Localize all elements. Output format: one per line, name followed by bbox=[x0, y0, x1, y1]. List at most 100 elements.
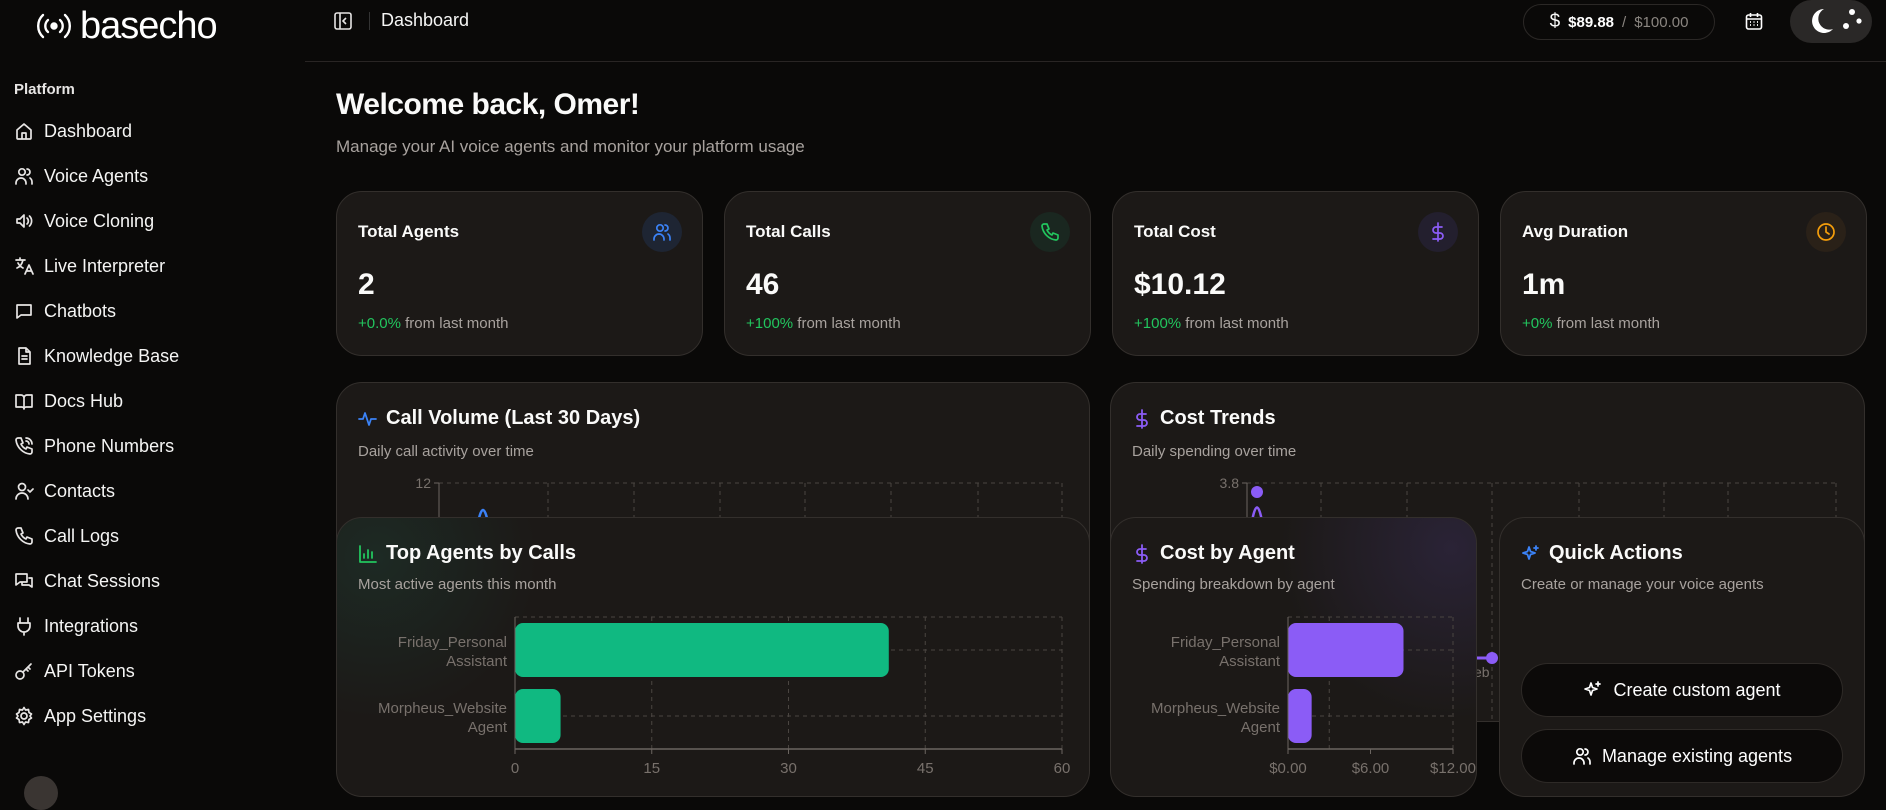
moon-icon bbox=[1812, 9, 1862, 33]
broadcast-icon bbox=[37, 13, 71, 39]
x-tick-label: $6.00 bbox=[1352, 760, 1390, 777]
user-avatar[interactable] bbox=[24, 776, 58, 810]
stat-icon-badge bbox=[1418, 212, 1458, 252]
y-category-label: Morpheus_Website bbox=[1151, 700, 1280, 717]
bar bbox=[1288, 689, 1312, 743]
x-tick-label: $0.00 bbox=[1269, 760, 1307, 777]
x-tick-label: 60 bbox=[1054, 760, 1071, 777]
card-subtitle: Most active agents this month bbox=[358, 576, 557, 593]
sidebar-item-label: API Tokens bbox=[44, 660, 135, 681]
activity-icon bbox=[358, 411, 377, 426]
change-suffix: from last month bbox=[1181, 315, 1289, 332]
card-subtitle: Create or manage your voice agents bbox=[1521, 576, 1764, 593]
sidebar-item-label: Chat Sessions bbox=[44, 570, 161, 591]
credits-limit: $100.00 bbox=[1634, 13, 1689, 31]
sidebar-item-live-interpreter[interactable]: Live Interpreter bbox=[14, 248, 294, 284]
users-icon bbox=[15, 167, 33, 185]
stat-icon-badge bbox=[1030, 212, 1070, 252]
x-tick-label: $12.00 bbox=[1430, 760, 1476, 777]
change-percent: +100% bbox=[746, 315, 794, 332]
sidebar-item-label: Call Logs bbox=[44, 525, 120, 546]
sparkles-icon bbox=[1584, 681, 1602, 696]
x-tick-label: 45 bbox=[917, 760, 934, 777]
card-subtitle: Spending breakdown by agent bbox=[1132, 576, 1335, 593]
quick-actions-card: Quick Actions Create or manage your voic… bbox=[1499, 517, 1865, 797]
y-category-label: Friday_Personal bbox=[1171, 634, 1280, 651]
sidebar-item-label: Voice Cloning bbox=[44, 210, 155, 231]
bar bbox=[515, 623, 889, 677]
calendar-icon[interactable] bbox=[1744, 11, 1764, 31]
theme-toggle[interactable] bbox=[1790, 0, 1872, 43]
file-icon bbox=[18, 347, 31, 365]
message-icon bbox=[16, 304, 32, 319]
sidebar: basecho Platform Dashboard Voice Agents Vo… bbox=[0, 0, 305, 810]
sidebar-item-label: Phone Numbers bbox=[44, 435, 175, 456]
stat-change: +100% from last month bbox=[746, 315, 901, 332]
sidebar-item-phone-numbers[interactable]: Phone Numbers bbox=[14, 428, 294, 464]
languages-icon bbox=[15, 257, 34, 275]
stat-change: +0.0% from last month bbox=[358, 315, 509, 332]
gear-icon bbox=[15, 706, 33, 726]
sidebar-item-label: Chatbots bbox=[44, 300, 117, 321]
y-tick-label: 12 bbox=[415, 475, 431, 491]
sidebar-item-integrations[interactable]: Integrations bbox=[14, 608, 294, 644]
sidebar-section-label: Platform bbox=[14, 81, 75, 98]
sparkles-icon bbox=[1522, 544, 1539, 560]
sidebar-item-chatbots[interactable]: Chatbots bbox=[14, 293, 294, 329]
cost-by-agent-card: Cost by Agent Spending breakdown by agen… bbox=[1110, 517, 1477, 797]
sidebar-item-label: Voice Agents bbox=[44, 165, 149, 186]
change-suffix: from last month bbox=[793, 315, 901, 332]
stat-value: 2 bbox=[358, 268, 375, 301]
speaker-icon bbox=[16, 214, 33, 228]
sidebar-item-contacts[interactable]: Contacts bbox=[14, 473, 294, 509]
card-title: Quick Actions bbox=[1549, 542, 1683, 564]
sidebar-item-voice-cloning[interactable]: Voice Cloning bbox=[14, 203, 294, 239]
stat-change: +0% from last month bbox=[1522, 315, 1660, 332]
stat-title: Total Agents bbox=[358, 222, 460, 241]
logo-text: basecho bbox=[80, 4, 218, 47]
y-category-label: Agent bbox=[468, 719, 508, 736]
sidebar-item-label: App Settings bbox=[44, 705, 147, 726]
sidebar-item-label: Knowledge Base bbox=[44, 345, 180, 366]
credits-pill[interactable]: $ $89.88 / $100.00 bbox=[1523, 4, 1715, 40]
card-subtitle: Daily call activity over time bbox=[358, 443, 534, 460]
create-custom-agent-button[interactable]: Create custom agent bbox=[1521, 663, 1843, 717]
data-point bbox=[1251, 486, 1263, 498]
y-tick-label: 3.8 bbox=[1220, 475, 1240, 491]
home-icon bbox=[16, 123, 32, 140]
sidebar-item-chat-sessions[interactable]: Chat Sessions bbox=[14, 563, 294, 599]
bar bbox=[1288, 623, 1404, 677]
page-subtitle: Manage your AI voice agents and monitor … bbox=[336, 137, 805, 156]
sidebar-toggle-icon[interactable] bbox=[333, 11, 353, 31]
sidebar-item-call-logs[interactable]: Call Logs bbox=[14, 518, 294, 554]
sidebar-item-label: Docs Hub bbox=[44, 390, 124, 411]
sidebar-item-dashboard[interactable]: Dashboard bbox=[14, 113, 294, 149]
card-title: Call Volume (Last 30 Days) bbox=[386, 407, 641, 429]
card-title: Top Agents by Calls bbox=[386, 542, 577, 564]
y-category-label: Friday_Personal bbox=[398, 634, 507, 651]
phone-call-icon bbox=[15, 437, 33, 455]
x-tick-label: 30 bbox=[780, 760, 797, 777]
x-tick-label: 0 bbox=[511, 760, 519, 777]
header-divider bbox=[305, 61, 1886, 62]
sidebar-item-label: Dashboard bbox=[44, 120, 133, 141]
stat-title: Avg Duration bbox=[1522, 222, 1629, 241]
breadcrumb: Dashboard bbox=[381, 10, 470, 30]
sidebar-item-knowledge-base[interactable]: Knowledge Base bbox=[14, 338, 294, 374]
stat-card-total-calls: Total Calls 46 +100% from last month bbox=[724, 191, 1091, 356]
manage-existing-agents-button[interactable]: Manage existing agents bbox=[1521, 729, 1843, 783]
sidebar-item-voice-agents[interactable]: Voice Agents bbox=[14, 158, 294, 194]
stat-card-avg-duration: Avg Duration 1m +0% from last month bbox=[1500, 191, 1867, 356]
stat-title: Total Cost bbox=[1134, 222, 1216, 241]
logo[interactable]: basecho bbox=[34, 4, 218, 47]
sidebar-item-label: Contacts bbox=[44, 480, 116, 501]
top-agents-card: Top Agents by Calls Most active agents t… bbox=[336, 517, 1090, 797]
header-divider-vertical bbox=[369, 12, 370, 30]
sidebar-item-app-settings[interactable]: App Settings bbox=[14, 698, 294, 734]
phone-icon bbox=[15, 527, 33, 545]
stat-change: +100% from last month bbox=[1134, 315, 1289, 332]
dollar-icon: $ bbox=[1549, 11, 1561, 32]
sidebar-item-api-tokens[interactable]: API Tokens bbox=[14, 653, 294, 689]
sidebar-item-docs-hub[interactable]: Docs Hub bbox=[14, 383, 294, 419]
page-title: Welcome back, Omer! bbox=[336, 88, 640, 121]
